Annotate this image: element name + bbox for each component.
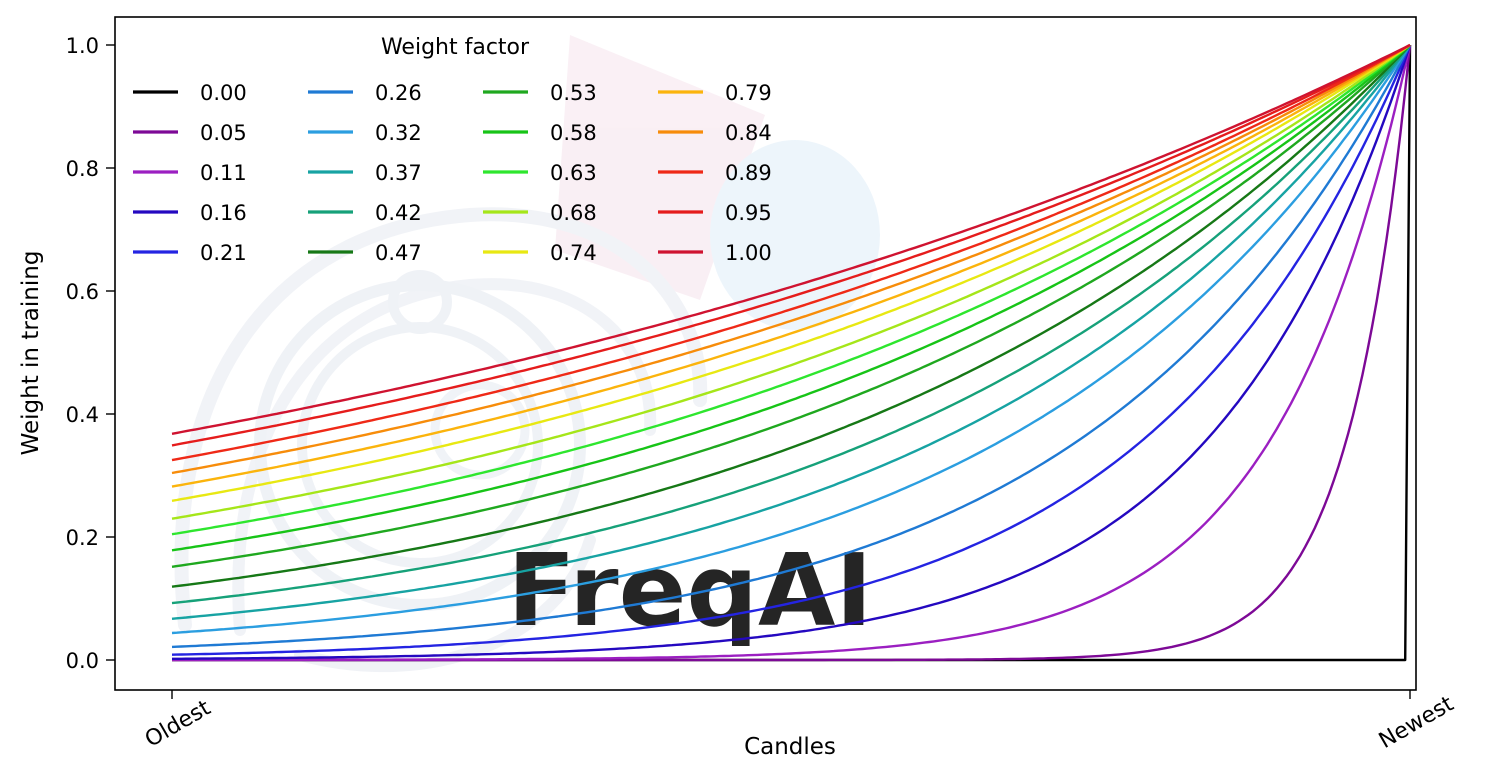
series-line-0.42 (171, 44, 1411, 605)
legend-item: 0.21 (133, 241, 247, 265)
watermark-watch-crown (388, 270, 452, 334)
legend-label: 0.16 (200, 201, 247, 225)
legend-item: 0.11 (133, 161, 247, 185)
legend-label: 0.74 (550, 241, 597, 265)
legend-item: 0.63 (483, 161, 597, 185)
legend-label: 0.95 (725, 201, 772, 225)
legend-label: 0.37 (375, 161, 422, 185)
legend-label: 0.47 (375, 241, 422, 265)
watermark-watch-inner (297, 322, 543, 568)
y-tick-label: 0.2 (66, 526, 99, 550)
series-line-0.21 (171, 44, 1412, 656)
legend-item: 0.74 (483, 241, 597, 265)
y-axis-label: Weight in training (18, 251, 44, 456)
legend-item: 0.42 (308, 201, 422, 225)
series-line-0.84 (171, 43, 1411, 475)
series-line-0.53 (171, 44, 1411, 568)
watermark-gauge (430, 380, 530, 480)
legend-item: 0.79 (658, 81, 772, 105)
legend-label: 0.79 (725, 81, 772, 105)
legend-item: 0.95 (658, 201, 772, 225)
y-tick-label: 0.6 (66, 280, 99, 304)
watermark-text: FreqAI (507, 532, 872, 649)
watermark-wing-outer (174, 207, 708, 632)
freqai-watermark: FreqAI (174, 35, 880, 673)
series-line-0.58 (171, 44, 1411, 552)
legend-item: 0.05 (133, 121, 247, 145)
legend-item: 0.16 (133, 201, 247, 225)
legend-label: 0.00 (200, 81, 247, 105)
legend-item: 0.26 (308, 81, 422, 105)
legend-item: 0.84 (658, 121, 772, 145)
series-line-0.74 (171, 44, 1411, 502)
series-line-0.63 (171, 44, 1411, 536)
y-tick-label: 1.0 (66, 34, 99, 58)
legend-item: 0.47 (308, 241, 422, 265)
legend-label: 0.58 (550, 121, 597, 145)
legend-label: 1.00 (725, 241, 772, 265)
x-tick-label: Newest (1375, 691, 1458, 754)
legend-label: 0.11 (200, 161, 247, 185)
legend-item: 0.32 (308, 121, 422, 145)
plot-border (114, 16, 1417, 691)
legend-item: 0.37 (308, 161, 422, 185)
legend: Weight factor 0.00 0.05 0.11 0.16 0.21 0.26 0.… (133, 35, 772, 265)
legend-label: 0.26 (375, 81, 422, 105)
legend-label: 0.05 (200, 121, 247, 145)
watermark-swirl (294, 534, 596, 673)
y-tick-label: 0.0 (66, 649, 99, 673)
legend-item: 0.68 (483, 201, 597, 225)
series-line-0.26 (171, 44, 1412, 649)
legend-title: Weight factor (381, 35, 530, 60)
legend-item: 0.00 (133, 81, 247, 105)
series-line-0.32 (171, 44, 1412, 635)
series-line-0.37 (171, 44, 1411, 620)
x-axis-label: Candles (744, 734, 836, 760)
legend-label: 0.53 (550, 81, 597, 105)
series-line-0.95 (171, 43, 1411, 447)
y-tick-label: 0.4 (66, 403, 99, 427)
legend-label: 0.42 (375, 201, 422, 225)
legend-label: 0.68 (550, 201, 597, 225)
y-tick-label: 0.8 (66, 157, 99, 181)
legend-item: 1.00 (658, 241, 772, 265)
series-line-0.47 (171, 44, 1411, 588)
series-line-0.68 (171, 44, 1411, 520)
series-line-0.11 (172, 44, 1412, 662)
legend-label: 0.32 (375, 121, 422, 145)
legend-label: 0.89 (725, 161, 772, 185)
legend-label: 0.84 (725, 121, 772, 145)
watermark-watch-outer (254, 279, 586, 611)
x-tick-label: Oldest (141, 695, 215, 752)
series-lines (171, 43, 1412, 662)
legend-item: 0.89 (658, 161, 772, 185)
legend-label: 0.63 (550, 161, 597, 185)
legend-item: 0.58 (483, 121, 597, 145)
legend-label: 0.21 (200, 241, 247, 265)
series-line-0.89 (171, 43, 1411, 462)
series-line-0.16 (172, 44, 1412, 660)
series-line-1.00 (171, 43, 1411, 435)
series-line-0.79 (171, 43, 1411, 488)
legend-item: 0.53 (483, 81, 597, 105)
